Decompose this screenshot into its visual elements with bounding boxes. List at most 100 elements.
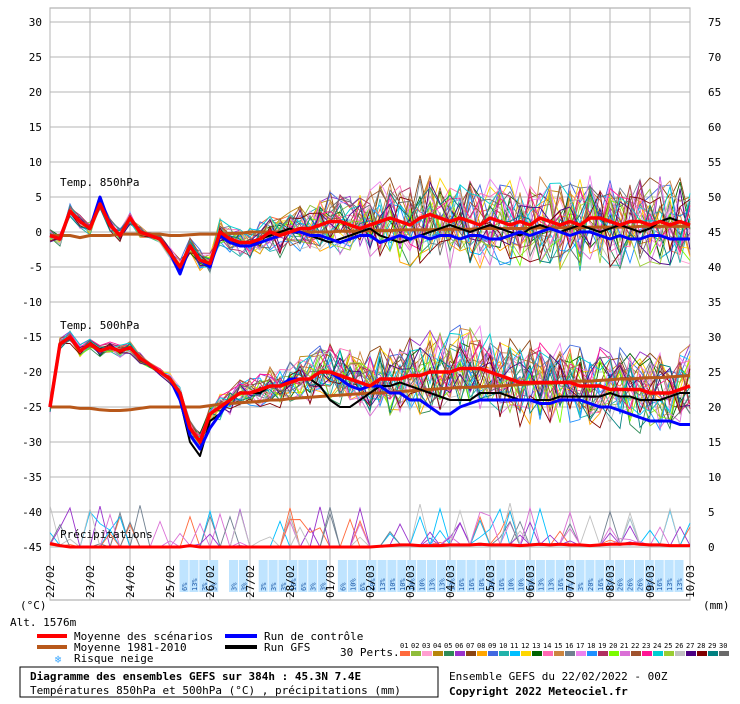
snow-risk-pct: 13% — [191, 578, 199, 591]
pert-swatch — [719, 651, 729, 656]
snow-risk-pct: 13% — [429, 578, 437, 591]
snow-risk-cell — [476, 560, 486, 592]
pert-swatch — [609, 651, 619, 656]
snow-risk-cell — [377, 560, 387, 592]
snow-risk-pct: 6% — [339, 582, 347, 591]
precip-panel-label: Précipitations — [60, 528, 153, 541]
pert-swatch — [444, 651, 454, 656]
snow-risk-cell — [634, 560, 644, 592]
pert-number: 19 — [598, 642, 606, 650]
snow-risk-pct: 3% — [201, 582, 209, 591]
pert-number: 25 — [664, 642, 672, 650]
pert-swatch — [598, 651, 608, 656]
right-tick-label: 30 — [708, 331, 721, 344]
snow-risk-cell — [535, 560, 545, 592]
left-tick-label: 30 — [29, 16, 42, 29]
snow-risk-cell — [644, 560, 654, 592]
pert-number: 03 — [422, 642, 430, 650]
pert-swatch — [686, 651, 696, 656]
date-label: 25/02 — [164, 565, 177, 598]
snow-risk-cell — [595, 560, 605, 592]
pert-number: 02 — [411, 642, 419, 650]
date-label: 05/03 — [484, 565, 497, 598]
right-tick-label: 25 — [708, 366, 721, 379]
snow-risk-pct: 13% — [448, 578, 456, 591]
snow-risk-cell — [189, 560, 199, 592]
snow-risk-cell — [308, 560, 318, 592]
pert-swatch — [510, 651, 520, 656]
snow-risk-cell — [199, 560, 209, 592]
footer-box — [19, 666, 439, 698]
pert-swatch — [400, 651, 410, 656]
date-label: 26/02 — [204, 565, 217, 598]
date-label: 27/02 — [244, 565, 257, 598]
snow-risk-cell — [318, 560, 328, 592]
snow-risk-cell — [615, 560, 625, 592]
pert-number: 23 — [642, 642, 650, 650]
snow-risk-pct: 10% — [369, 578, 377, 591]
pert-number: 18 — [587, 642, 595, 650]
snow-risk-pct: 3% — [310, 582, 318, 591]
snow-risk-pct: 16% — [468, 578, 476, 591]
snow-risk-pct: 6% — [359, 582, 367, 591]
pert-swatch — [576, 651, 586, 656]
left-axis-ticks: 30 25 20 15 10 5 0 -5 -10 -15 -20 -25 -30 -35 -40 -45 — [22, 16, 42, 554]
pert-number: 11 — [510, 642, 518, 650]
snow-risk-cell — [417, 560, 427, 592]
pert-number: 07 — [466, 642, 474, 650]
left-tick-label: -5 — [29, 261, 42, 274]
snow-risk-cell — [179, 560, 189, 592]
left-tick-label: 5 — [35, 191, 42, 204]
snowflake-icon: ❄ — [55, 653, 62, 666]
pert-number: 13 — [532, 642, 540, 650]
date-label: 04/03 — [444, 565, 457, 598]
snow-risk-pct: 3% — [231, 582, 239, 591]
snow-risk-pct: 13% — [438, 578, 446, 591]
pert-number: 27 — [686, 642, 694, 650]
footer-run: Ensemble GEFS du 22/02/2022 - 00Z — [449, 670, 668, 683]
snow-risk-pct: 13% — [676, 578, 684, 591]
snow-risk-pct: 20% — [587, 578, 595, 591]
right-tick-label: 40 — [708, 261, 721, 274]
date-label: 09/03 — [644, 565, 657, 598]
snow-risk-pct: 6% — [567, 582, 575, 591]
date-label: 03/03 — [404, 565, 417, 598]
snow-risk-cell — [229, 560, 238, 592]
snow-risk-pct: 10% — [290, 578, 298, 591]
snow-risk-cell — [347, 560, 357, 592]
left-tick-label: -15 — [22, 331, 42, 344]
series-line — [49, 202, 691, 269]
legend-perts-label: 30 Perts. — [340, 646, 400, 659]
snow-risk-cell — [407, 560, 417, 592]
snow-risk-pct: 3% — [577, 582, 585, 591]
snow-risk-cell — [298, 560, 308, 592]
snow-risk-pct: 10% — [389, 578, 397, 591]
snow-risk-cell — [288, 560, 298, 592]
right-tick-label: 50 — [708, 191, 721, 204]
snow-risk-pct: 6% — [300, 582, 308, 591]
snow-risk-cell — [436, 560, 446, 592]
snow-risk-cell — [625, 560, 634, 592]
left-tick-label: 0 — [35, 226, 42, 239]
snow-risk-pct: 3% — [280, 582, 288, 591]
right-tick-label: 45 — [708, 226, 721, 239]
pert-number: 10 — [499, 642, 507, 650]
snow-risk-cell — [674, 560, 684, 592]
t500-panel-label: Temp. 500hPa — [60, 319, 139, 332]
pert-swatch — [477, 651, 487, 656]
snow-risk-pct: 16% — [557, 578, 565, 591]
left-tick-label: -45 — [22, 541, 42, 554]
pert-swatch — [653, 651, 663, 656]
legend-snow-label: Risque neige — [74, 652, 153, 665]
pert-swatch — [411, 651, 421, 656]
snow-risk-pct: 16% — [656, 578, 664, 591]
snow-risk-cell — [555, 560, 565, 592]
snow-risk-cell — [565, 560, 575, 592]
snow-risk-cell — [357, 560, 367, 592]
right-tick-label: 35 — [708, 296, 721, 309]
date-label: 10/03 — [684, 565, 697, 598]
precip-mean-line — [49, 541, 690, 549]
pert-number: 20 — [609, 642, 617, 650]
snow-risk-cell — [516, 560, 526, 592]
